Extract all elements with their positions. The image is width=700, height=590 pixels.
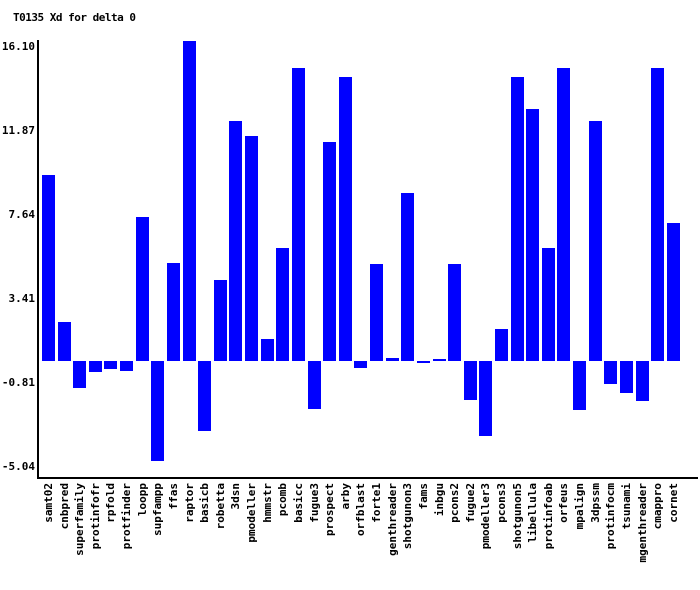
x-tick-label-raptor: raptor [183,483,196,523]
x-tick-label-tsunami: tsunami [620,483,633,530]
bar-protinfoab [542,248,555,361]
bar-hmmstr [261,339,274,361]
bar-robetta [214,280,227,361]
x-tick-label-cnbpred: cnbpred [58,483,71,530]
x-tick-label-loopp: loopp [136,483,149,517]
bar-cmappro [651,68,664,361]
x-tick-label-robetta: robetta [214,483,227,530]
x-tick-label-inbgu: inbgu [433,483,446,517]
bar-orfblast [354,361,367,368]
x-tick-label-mpalign: mpalign [573,483,586,530]
bar-arby [339,77,352,361]
x-tick-label-pcons3: pcons3 [495,483,508,523]
bar-ffas [167,263,180,361]
bar-protinfocm [604,361,617,384]
bar-cnbpred [58,322,71,361]
bar-shotgunon5 [511,77,524,361]
x-tick-label-cmappro: cmappro [651,483,664,530]
x-tick-label-ffas: ffas [167,483,180,510]
bar-fugue2 [464,361,477,400]
bar-forte1 [370,264,383,361]
x-tick-label-3dpssm: 3dpssm [589,483,602,523]
x-tick-label-fams: fams [417,483,430,510]
bar-libellula [526,109,539,361]
bar-prospect [323,142,336,361]
x-tick-label-shotgunon3: shotgunon3 [401,483,414,550]
x-tick-label-protinfoab: protinfoab [542,483,555,550]
bar-mgenthreader [636,361,649,401]
bar-rpfold [104,361,117,369]
x-tick-label-orfblast: orfblast [354,483,367,536]
x-tick-label-basicc: basicc [292,483,305,523]
x-tick-label-protinfofr: protinfofr [89,483,102,550]
x-tick-label-protfinder: protfinder [120,483,133,550]
x-tick-label-3dsn: 3dsn [229,483,242,510]
x-tick-label-fugue3: fugue3 [308,483,321,523]
x-tick-label-forte1: forte1 [370,483,383,523]
x-tick-label-protinfocm: protinfocm [604,483,617,550]
bar-3dpssm [589,121,602,361]
y-tick-label: -0.81 [1,376,35,389]
x-tick-label-superfamily: superfamily [73,483,86,556]
x-tick-label-rpfold: rpfold [104,483,117,523]
bar-samt02 [42,175,55,361]
chart-title: T0135 Xd for delta 0 [13,11,136,24]
bar-genthreader [386,358,399,361]
bar-superfamily [73,361,86,388]
bar-pmodeller [245,136,258,361]
x-tick-label-pmodeller3: pmodeller3 [479,483,492,550]
x-tick-label-hmmstr: hmmstr [261,483,274,523]
bar-cornet [667,223,680,361]
x-tick-label-pcons2: pcons2 [448,483,461,523]
x-axis-line [37,477,698,479]
bar-protinfofr [89,361,102,372]
bar-raptor [183,41,196,361]
x-tick-label-orfeus: orfeus [557,483,570,523]
y-tick-label: 3.41 [8,292,36,305]
bar-tsunami [620,361,633,393]
bar-fugue3 [308,361,321,409]
x-tick-label-mgenthreader: mgenthreader [636,483,649,563]
y-axis-line [37,40,39,478]
y-tick-label: 7.64 [8,208,36,221]
bar-pcons3 [495,329,508,361]
x-tick-label-shotgunon5: shotgunon5 [511,483,524,550]
x-tick-label-arby: arby [339,483,352,510]
bar-shotgunon3 [401,193,414,361]
x-tick-label-supfampp: supfampp [151,483,164,536]
x-tick-label-samt02: samt02 [42,483,55,523]
x-tick-label-prospect: prospect [323,483,336,536]
bar-supfampp [151,361,164,461]
bar-orfeus [557,68,570,361]
bar-fams [417,361,430,363]
y-tick-label: -5.04 [1,460,35,473]
x-tick-label-pmodeller: pmodeller [245,483,258,543]
x-tick-label-genthreader: genthreader [386,483,399,556]
bar-pmodeller3 [479,361,492,436]
bar-3dsn [229,121,242,361]
x-tick-label-basicb: basicb [198,483,211,523]
bar-basicc [292,68,305,361]
bar-basicb [198,361,211,431]
bar-mpalign [573,361,586,410]
bar-inbgu [433,359,446,361]
y-tick-label: 16.10 [1,40,35,53]
bar-pcons2 [448,264,461,361]
y-tick-label: 11.87 [1,124,35,137]
x-tick-label-cornet: cornet [667,483,680,523]
bar-pcomb [276,248,289,361]
x-tick-label-pcomb: pcomb [276,483,289,517]
bar-protfinder [120,361,133,371]
x-tick-label-libellula: libellula [526,483,539,543]
x-tick-label-fugue2: fugue2 [464,483,477,523]
bar-loopp [136,217,149,361]
